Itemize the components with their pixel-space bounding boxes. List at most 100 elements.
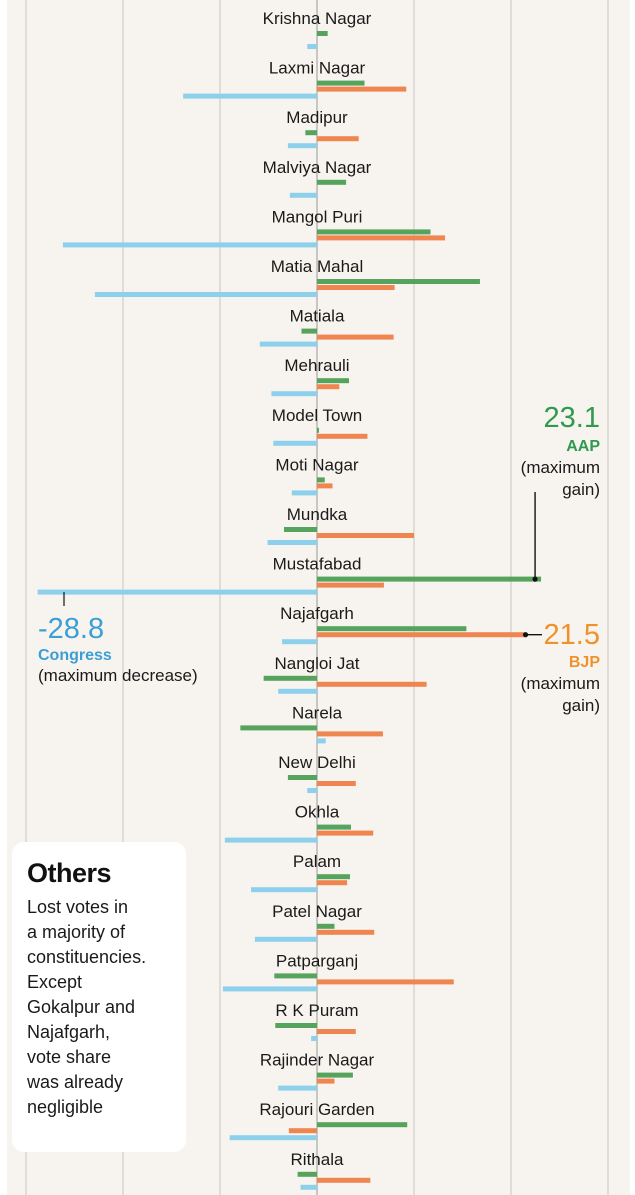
aap-callout-note: gain)	[562, 480, 600, 499]
bar-congress	[300, 1184, 317, 1190]
category-label: Moti Nagar	[275, 455, 358, 474]
bar-congress	[278, 688, 317, 694]
category-label: Mangol Puri	[272, 207, 363, 226]
bar-bjp	[288, 1128, 317, 1134]
bar-aap	[317, 874, 350, 880]
bjp-callout-note: (maximum	[521, 674, 600, 693]
category-label: Narela	[292, 703, 343, 722]
bar-bjp	[317, 830, 374, 836]
category-label: New Delhi	[278, 753, 355, 772]
category-label: Model Town	[272, 406, 362, 425]
bar-congress	[62, 242, 317, 248]
congress-callout-value: -28.8	[38, 613, 104, 645]
bar-bjp	[317, 285, 395, 290]
bar-aap	[297, 1171, 317, 1177]
bar-aap	[263, 675, 317, 681]
bar-bjp	[317, 632, 526, 638]
congress-callout-party: Congress	[38, 647, 112, 664]
bar-congress	[251, 887, 317, 893]
bar-congress	[317, 738, 326, 744]
category-label: Palam	[293, 852, 341, 871]
others-body-line: Gokalpur and	[27, 997, 136, 1017]
bjp-callout-party: BJP	[569, 654, 600, 671]
bar-congress	[271, 391, 317, 397]
bar-congress	[282, 639, 317, 645]
bar-bjp	[317, 1177, 371, 1183]
others-note-box: Others Lost votes in a majority of constit…	[12, 842, 186, 1152]
bar-aap	[317, 279, 480, 284]
others-body-line: vote share	[27, 1047, 112, 1067]
others-body-line: was already	[27, 1072, 124, 1092]
category-label: Krishna Nagar	[263, 9, 372, 28]
bar-congress	[287, 143, 317, 149]
others-body-line: a majority of	[27, 922, 126, 942]
bar-bjp	[317, 1029, 356, 1034]
others-body-line: Najafgarh,	[27, 1022, 111, 1042]
others-title: Others	[27, 858, 112, 888]
bjp-callout-note: gain)	[562, 696, 600, 715]
bar-bjp	[317, 880, 348, 886]
category-label: Matia Mahal	[271, 257, 364, 276]
bar-congress	[224, 837, 317, 843]
bar-bjp	[317, 384, 340, 390]
bar-congress	[183, 93, 317, 99]
bjp-callout-dot	[522, 632, 529, 638]
bar-aap	[317, 427, 319, 433]
bar-aap	[317, 824, 351, 830]
others-body-line: constituencies.	[27, 947, 147, 967]
bar-congress	[307, 44, 317, 49]
bar-aap	[317, 923, 335, 929]
bar-aap	[305, 130, 317, 136]
category-label: Mehrauli	[284, 356, 349, 375]
bar-bjp	[317, 533, 414, 538]
bar-congress	[222, 986, 317, 992]
bar-congress	[94, 292, 318, 297]
bar-bjp	[317, 731, 383, 737]
category-label: Madipur	[286, 108, 348, 127]
bar-congress	[278, 1085, 317, 1091]
bar-aap	[317, 1122, 408, 1128]
bar-congress	[229, 1135, 317, 1141]
category-label: Patparganj	[276, 951, 358, 970]
category-label: Najafgarh	[280, 604, 354, 623]
bar-congress	[307, 788, 317, 793]
bar-bjp	[317, 1078, 335, 1084]
bar-bjp	[317, 483, 333, 489]
bar-aap	[317, 31, 328, 36]
bar-bjp	[317, 781, 356, 786]
aap-callout-value: 23.1	[544, 402, 600, 434]
bar-congress	[267, 540, 317, 545]
bar-bjp	[317, 136, 359, 142]
bar-bjp	[317, 582, 384, 588]
others-body: Lost votes in a majority of constituencies…	[27, 895, 172, 1120]
aap-callout-party: AAP	[566, 438, 600, 455]
bar-aap	[275, 1023, 317, 1028]
others-body-line: Except	[27, 972, 83, 992]
category-label: Malviya Nagar	[263, 158, 372, 177]
aap-callout-dot	[532, 576, 538, 582]
bar-congress	[37, 589, 317, 595]
others-body-line: negligible	[27, 1097, 104, 1117]
bar-aap	[317, 576, 542, 582]
bar-aap	[317, 80, 365, 86]
bar-congress	[259, 341, 317, 347]
bar-aap	[287, 775, 317, 780]
bar-bjp	[317, 681, 427, 687]
bar-congress	[254, 936, 317, 942]
bar-bjp	[317, 433, 368, 439]
bar-aap	[274, 973, 317, 979]
bar-congress	[273, 440, 317, 446]
others-body-line: Lost votes in	[27, 897, 129, 917]
bar-aap	[317, 229, 431, 235]
bjp-callout-value: 21.5	[544, 619, 600, 651]
bar-bjp	[317, 929, 375, 935]
bar-bjp	[317, 979, 454, 985]
category-label: Okhla	[295, 803, 340, 822]
category-label: R K Puram	[275, 1001, 358, 1020]
aap-callout-note: (maximum	[521, 458, 600, 477]
category-label: Rajinder Nagar	[260, 1051, 375, 1070]
bar-bjp	[317, 334, 394, 340]
bar-bjp	[317, 86, 407, 92]
bar-congress	[311, 1036, 317, 1041]
category-label: Matiala	[290, 307, 345, 326]
